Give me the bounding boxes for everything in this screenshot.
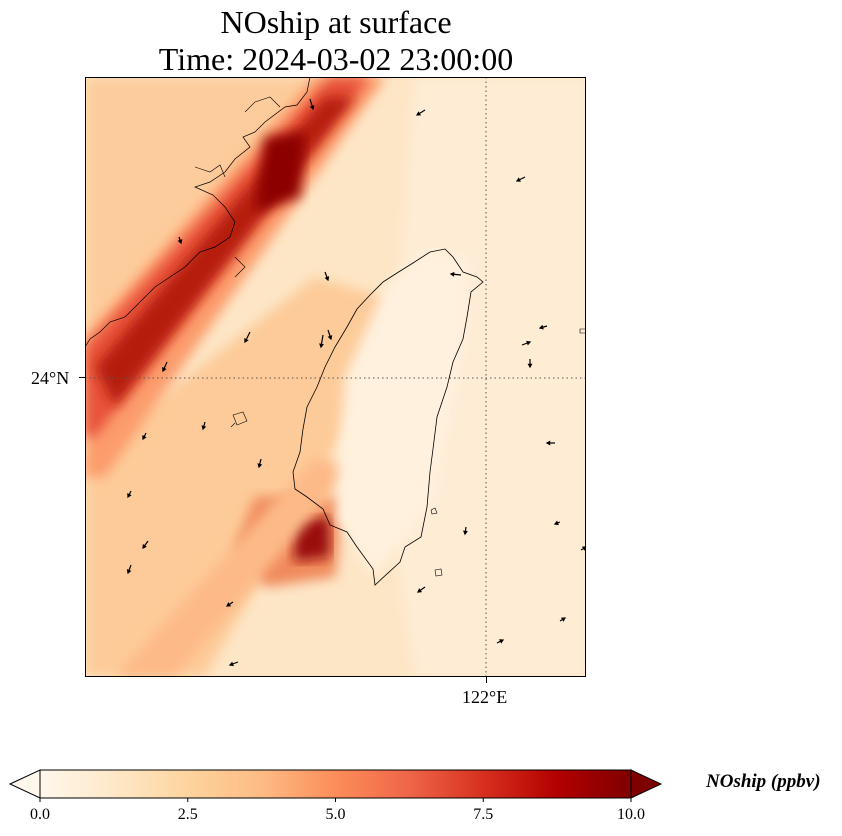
penghu-islands (230, 411, 248, 428)
wind-arrowhead-icon (515, 177, 521, 182)
shipping-lane-south (115, 457, 355, 677)
colorbar-tick-label: 5.0 (325, 806, 346, 823)
wind-arrowhead-icon (449, 271, 455, 277)
colorbar (8, 769, 663, 802)
wind-arrowhead-icon (327, 335, 333, 341)
wind-arrowhead-icon (309, 105, 315, 111)
lat-tick-mark (79, 377, 85, 378)
wind-arrowhead-icon (499, 639, 505, 644)
field-taiwan (335, 252, 470, 577)
wind-arrowhead-icon (225, 602, 232, 607)
lon-tick-label: 122°E (462, 687, 508, 707)
field-southwest (85, 277, 415, 677)
wind-arrowhead-icon (415, 111, 422, 116)
colorbar-extend-max (630, 769, 663, 799)
hotspot-north (255, 132, 305, 212)
wind-arrowhead-icon (416, 588, 423, 593)
taiwan-coastline (292, 248, 484, 586)
lon-tick-mark (486, 677, 487, 683)
wind-arrowhead-icon (257, 463, 263, 469)
colorbar-extend-min (8, 769, 41, 799)
china-coastline-inlet (194, 96, 281, 278)
small-island-northeast (579, 328, 586, 334)
china-coastline (85, 77, 311, 348)
wind-arrowhead-icon (228, 661, 234, 667)
field-east (385, 77, 586, 677)
wind-arrowhead-icon (527, 363, 533, 369)
wind-arrowhead-icon (463, 530, 468, 536)
wind-arrowhead-icon (545, 440, 551, 446)
wind-arrowhead-icon (319, 343, 324, 349)
map-plot-area (85, 77, 586, 677)
wind-arrowhead-icon (244, 338, 249, 344)
colorbar-gradient (39, 769, 632, 799)
colorbar-tick-label: 7.5 (473, 806, 494, 823)
map-border (85, 77, 586, 677)
wind-arrowhead-icon (177, 239, 183, 245)
title-line-2: Time: 2024-03-02 23:00:00 (158, 41, 514, 77)
wind-vectors (126, 98, 586, 667)
wind-arrowhead-icon (560, 617, 567, 622)
wind-arrowhead-icon (142, 435, 147, 441)
small-island-east (430, 507, 443, 577)
colorbar-tick-label: 2.5 (177, 806, 198, 823)
wind-arrowhead-icon (126, 569, 132, 575)
wind-arrowhead-icon (538, 324, 544, 330)
wind-arrowhead-icon (127, 493, 132, 499)
colorbar-label: NOship (ppbv) (706, 771, 821, 792)
colorbar-tick-label: 10.0 (617, 806, 645, 823)
colorbar-tick-label: 0.0 (30, 806, 50, 823)
wind-arrowhead-icon (324, 276, 330, 282)
colorbar-tickmarks (39, 798, 632, 802)
concentration-map (85, 77, 586, 677)
wind-arrowhead-icon (162, 367, 167, 373)
wind-arrowhead-icon (142, 543, 147, 550)
wind-arrowhead-icon (201, 425, 207, 431)
lat-tick-label: 24°N (31, 368, 70, 388)
wind-arrowhead-icon (526, 340, 532, 346)
title-line-1: NOship at surface (220, 4, 452, 40)
wind-arrowhead-icon (553, 520, 559, 526)
